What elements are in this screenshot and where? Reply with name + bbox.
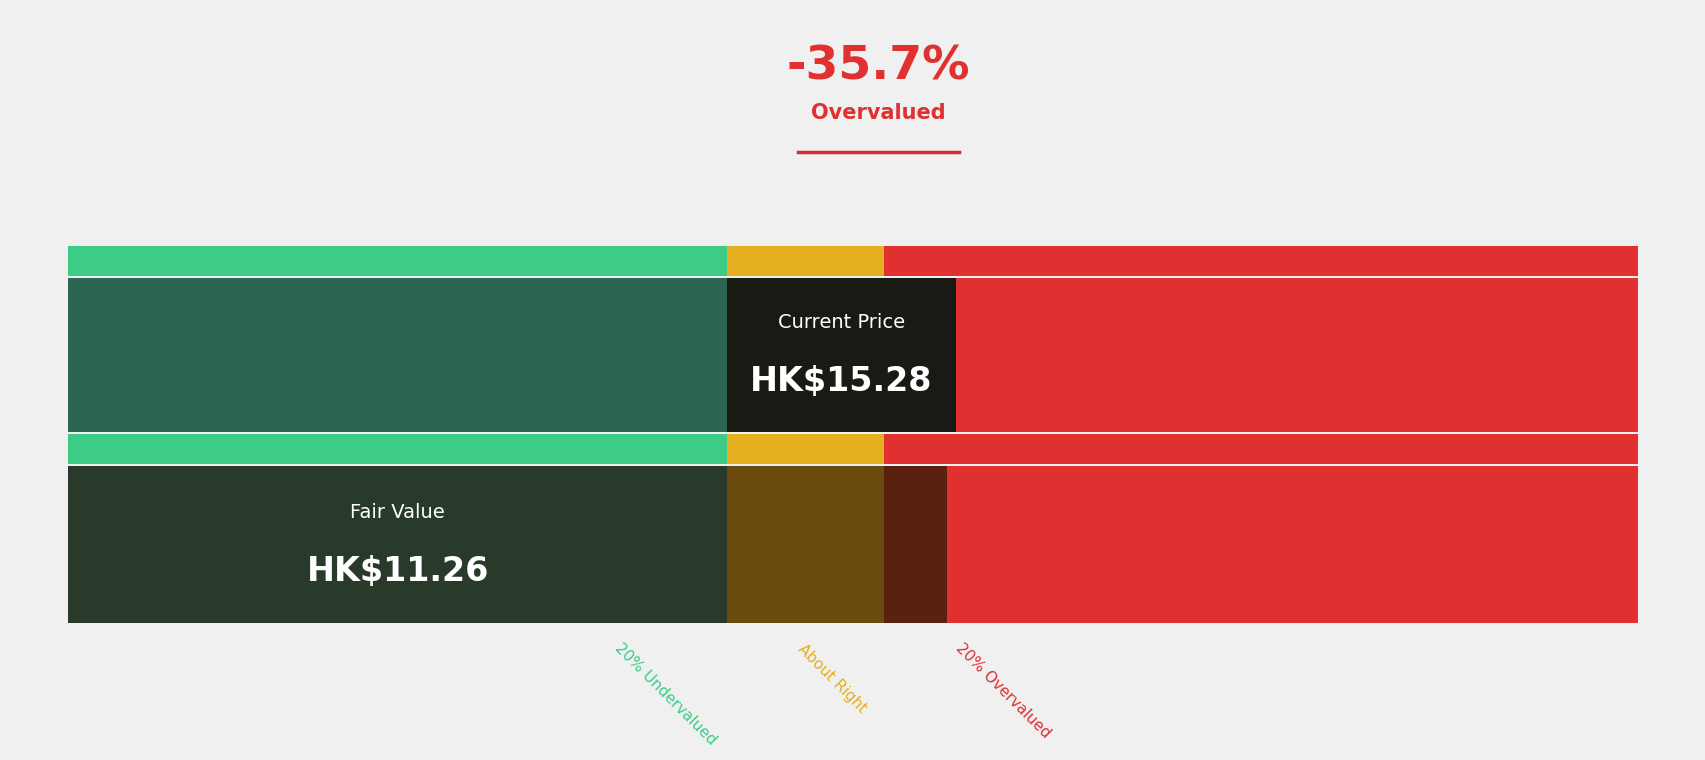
Bar xyxy=(726,277,955,432)
Text: Current Price: Current Price xyxy=(777,313,905,332)
Text: Overvalued: Overvalued xyxy=(812,103,945,123)
Text: 20% Undervalued: 20% Undervalued xyxy=(612,641,720,749)
Bar xyxy=(68,466,726,623)
Bar xyxy=(883,466,946,623)
Text: About Right: About Right xyxy=(795,641,868,715)
Text: HK$11.26: HK$11.26 xyxy=(307,555,489,588)
Bar xyxy=(946,277,1637,432)
Bar xyxy=(883,434,946,464)
Bar xyxy=(68,246,726,276)
Bar xyxy=(726,277,883,432)
Bar xyxy=(68,277,726,432)
Bar xyxy=(946,466,1637,623)
Bar xyxy=(726,434,883,464)
Bar xyxy=(68,466,726,623)
Text: -35.7%: -35.7% xyxy=(786,45,970,90)
Bar xyxy=(946,434,1637,464)
Bar xyxy=(68,434,726,464)
Text: HK$15.28: HK$15.28 xyxy=(750,366,933,398)
Text: Fair Value: Fair Value xyxy=(350,503,445,522)
Bar xyxy=(883,246,946,276)
Text: 20% Overvalued: 20% Overvalued xyxy=(953,641,1054,742)
Bar xyxy=(726,466,883,623)
Bar xyxy=(946,246,1637,276)
Bar xyxy=(883,277,946,432)
Bar xyxy=(726,246,883,276)
